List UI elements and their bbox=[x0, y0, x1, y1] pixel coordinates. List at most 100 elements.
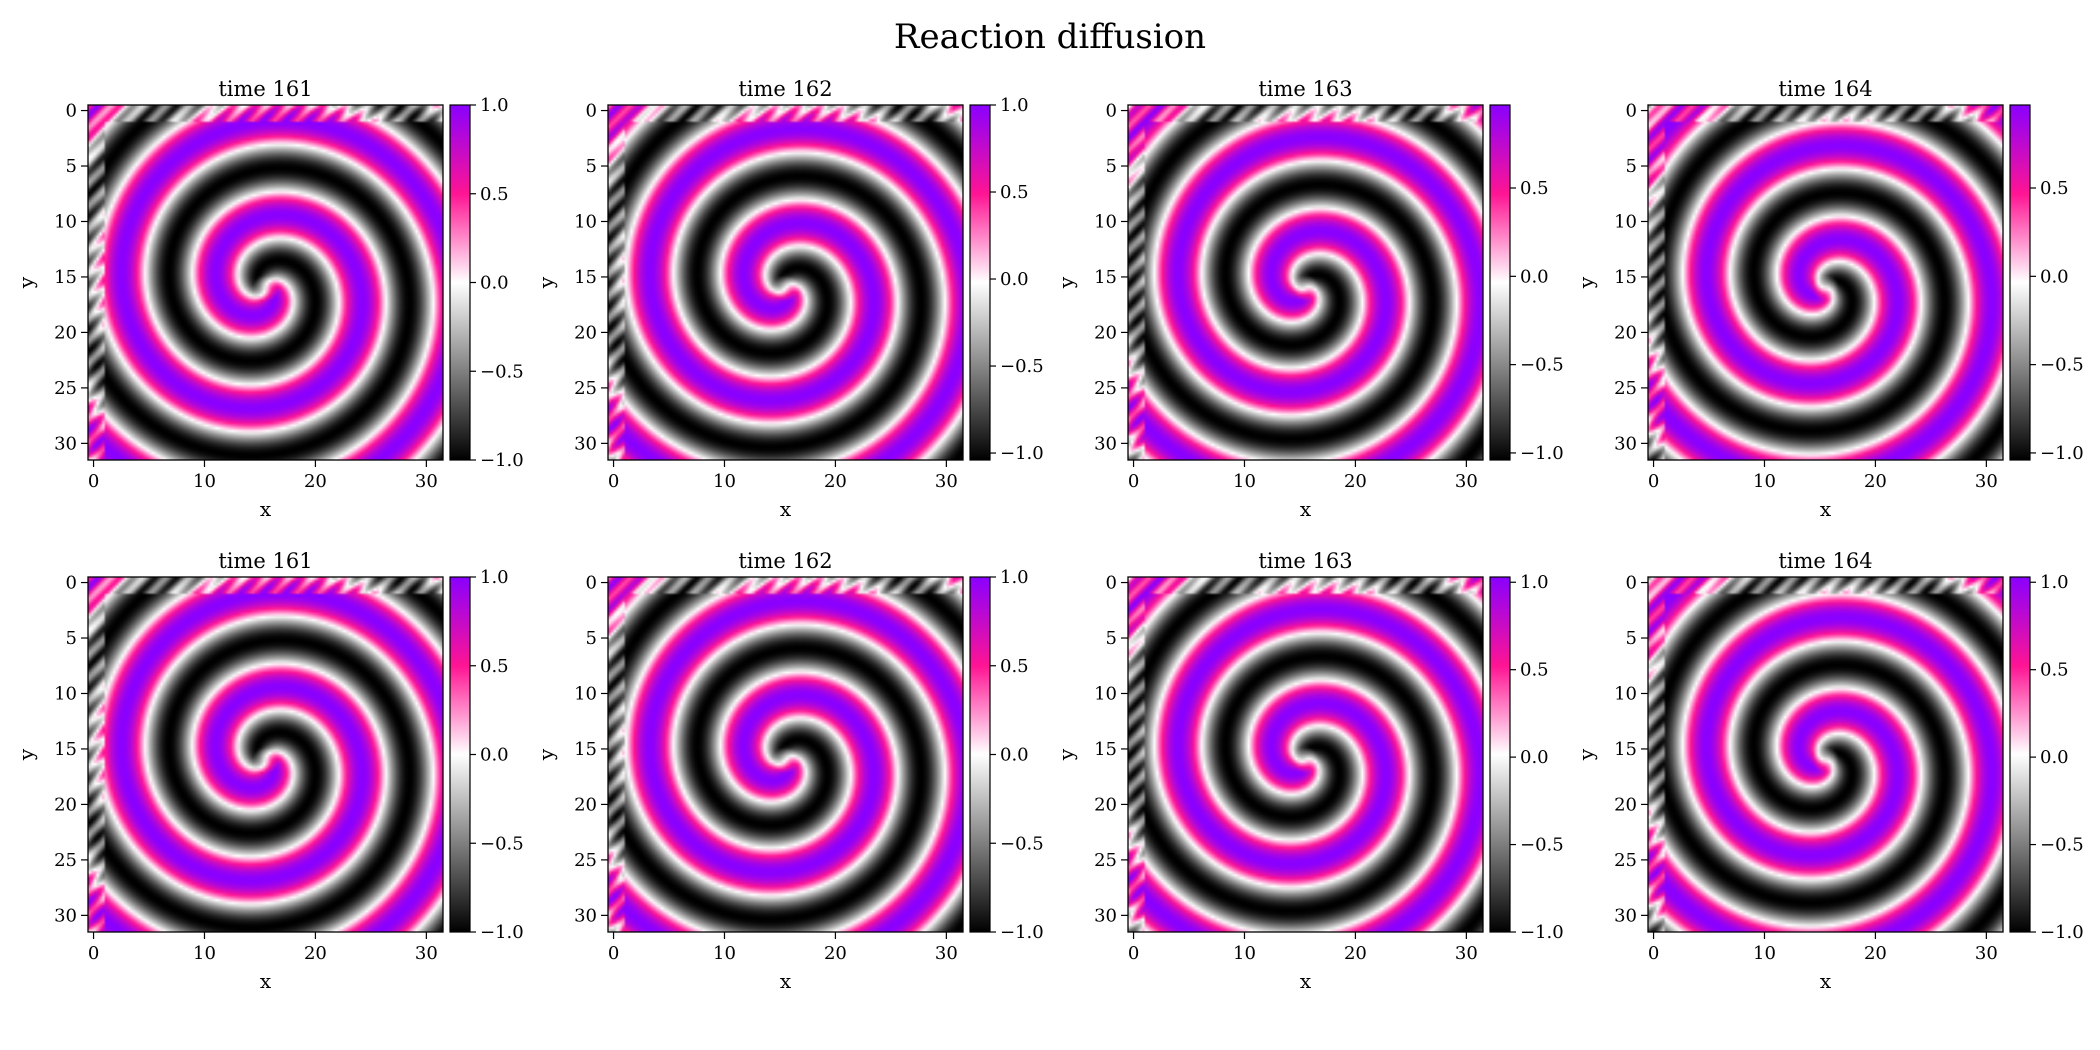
y-tick-label: 0 bbox=[1106, 101, 1117, 122]
x-tick-label: 20 bbox=[304, 471, 327, 492]
y-tick-label: 20 bbox=[574, 794, 597, 815]
colorbar-tick-label: 0.0 bbox=[1000, 269, 1029, 290]
panel-title: time 164 bbox=[1778, 77, 1872, 101]
y-axis-label: y bbox=[14, 276, 38, 289]
colorbar-tick-label: 1.0 bbox=[1000, 567, 1029, 588]
x-tick-label: 0 bbox=[88, 471, 99, 492]
colorbar-tick-label: −1.0 bbox=[1000, 922, 1044, 943]
colorbar-tick-label: −1.0 bbox=[2040, 443, 2084, 464]
colorbar-tick-label: 0.0 bbox=[1520, 747, 1549, 768]
y-tick-label: 30 bbox=[574, 905, 597, 926]
colorbar-tick-label: −1.0 bbox=[1520, 443, 1564, 464]
x-tick-label: 10 bbox=[1233, 943, 1256, 964]
axes-frame bbox=[1647, 104, 2004, 461]
y-tick-label: 20 bbox=[1094, 794, 1117, 815]
y-tick-label: 0 bbox=[586, 573, 597, 594]
y-axis-label: y bbox=[1574, 276, 1598, 289]
colorbar-tick-label: −0.5 bbox=[1520, 835, 1564, 856]
x-tick-label: 0 bbox=[1648, 943, 1659, 964]
axes-frame bbox=[607, 104, 964, 461]
colorbar-tick-label: −0.5 bbox=[1000, 356, 1044, 377]
x-tick-label: 30 bbox=[415, 943, 438, 964]
colorbar-tick-label: 1.0 bbox=[2040, 572, 2069, 593]
y-tick-label: 0 bbox=[1626, 101, 1637, 122]
x-tick-label: 10 bbox=[1233, 471, 1256, 492]
x-tick-label: 10 bbox=[193, 943, 216, 964]
x-tick-label: 0 bbox=[88, 943, 99, 964]
y-tick-label: 5 bbox=[66, 628, 77, 649]
y-tick-label: 30 bbox=[1614, 905, 1637, 926]
panel: time 163 0 10 20 30 0 5 10 15 20 25 30 x y 0.5 0.0 −0.5 −… bbox=[1054, 77, 1564, 521]
x-tick-label: 30 bbox=[1455, 471, 1478, 492]
x-axis-label: x bbox=[260, 969, 272, 993]
y-tick-label: 20 bbox=[1614, 794, 1637, 815]
colorbar-tick-label: 0.5 bbox=[1000, 656, 1029, 677]
colorbar-tick-label: 0.5 bbox=[1000, 182, 1029, 203]
y-tick-label: 5 bbox=[586, 628, 597, 649]
panel-title: time 164 bbox=[1778, 549, 1872, 573]
x-tick-label: 20 bbox=[824, 943, 847, 964]
colorbar bbox=[969, 104, 991, 461]
y-tick-label: 10 bbox=[574, 211, 597, 232]
y-axis-label: y bbox=[534, 748, 558, 761]
y-axis-label: y bbox=[1054, 276, 1078, 289]
panel-grid: time 161 0 10 20 30 0 5 10 15 20 25 30 x y 1.0 0.5 0.0 −0… bbox=[14, 77, 2084, 993]
x-tick-label: 0 bbox=[608, 943, 619, 964]
x-tick-label: 0 bbox=[1128, 943, 1139, 964]
y-tick-label: 15 bbox=[54, 739, 77, 760]
colorbar bbox=[2009, 104, 2031, 461]
x-tick-label: 10 bbox=[1753, 943, 1776, 964]
x-tick-label: 0 bbox=[608, 471, 619, 492]
colorbar bbox=[1489, 104, 1511, 461]
colorbar-tick-label: 1.0 bbox=[1520, 572, 1549, 593]
x-tick-label: 10 bbox=[1753, 471, 1776, 492]
colorbar-tick-label: 0.0 bbox=[1520, 266, 1549, 287]
x-axis-label: x bbox=[780, 969, 792, 993]
y-tick-label: 5 bbox=[1626, 156, 1637, 177]
y-tick-label: 10 bbox=[1094, 211, 1117, 232]
colorbar-tick-label: 0.0 bbox=[1000, 745, 1029, 766]
y-tick-label: 20 bbox=[574, 322, 597, 343]
y-axis-label: y bbox=[534, 276, 558, 289]
y-tick-label: 30 bbox=[574, 433, 597, 454]
heatmap-image bbox=[88, 577, 443, 932]
heatmap-image bbox=[88, 105, 443, 460]
y-tick-label: 0 bbox=[1626, 573, 1637, 594]
x-tick-label: 20 bbox=[1864, 943, 1887, 964]
y-tick-label: 5 bbox=[586, 156, 597, 177]
y-tick-label: 20 bbox=[1614, 322, 1637, 343]
x-axis-label: x bbox=[780, 497, 792, 521]
x-tick-label: 30 bbox=[415, 471, 438, 492]
y-tick-label: 30 bbox=[54, 905, 77, 926]
x-tick-label: 10 bbox=[713, 943, 736, 964]
y-tick-label: 10 bbox=[54, 211, 77, 232]
y-tick-label: 0 bbox=[586, 101, 597, 122]
colorbar bbox=[2009, 576, 2031, 933]
y-tick-label: 15 bbox=[1094, 739, 1117, 760]
y-axis-label: y bbox=[1054, 748, 1078, 761]
y-tick-label: 10 bbox=[1614, 211, 1637, 232]
panel: time 164 0 10 20 30 0 5 10 15 20 25 30 x y 0.5 0.0 −0.5 −… bbox=[1574, 77, 2084, 521]
colorbar-tick-label: −0.5 bbox=[480, 361, 524, 382]
y-tick-label: 10 bbox=[574, 683, 597, 704]
heatmap-image bbox=[608, 577, 963, 932]
panel: time 161 0 10 20 30 0 5 10 15 20 25 30 x y 1.0 0.5 0.0 −0… bbox=[14, 549, 524, 993]
colorbar-tick-label: 0.5 bbox=[480, 184, 509, 205]
axes-frame bbox=[607, 576, 964, 933]
colorbar-tick-label: 0.0 bbox=[2040, 747, 2069, 768]
colorbar-tick-label: 0.5 bbox=[480, 656, 509, 677]
heatmap-image bbox=[1128, 577, 1483, 932]
y-tick-label: 15 bbox=[1094, 267, 1117, 288]
y-tick-label: 15 bbox=[574, 267, 597, 288]
y-tick-label: 30 bbox=[1614, 433, 1637, 454]
colorbar-tick-label: −0.5 bbox=[2040, 355, 2084, 376]
x-tick-label: 10 bbox=[193, 471, 216, 492]
colorbar-tick-label: −1.0 bbox=[480, 450, 524, 471]
axes-frame bbox=[1127, 576, 1484, 933]
y-tick-label: 15 bbox=[1614, 739, 1637, 760]
panel-title: time 162 bbox=[738, 77, 832, 101]
y-tick-label: 15 bbox=[1614, 267, 1637, 288]
axes-frame bbox=[1127, 104, 1484, 461]
y-tick-label: 25 bbox=[54, 378, 77, 399]
